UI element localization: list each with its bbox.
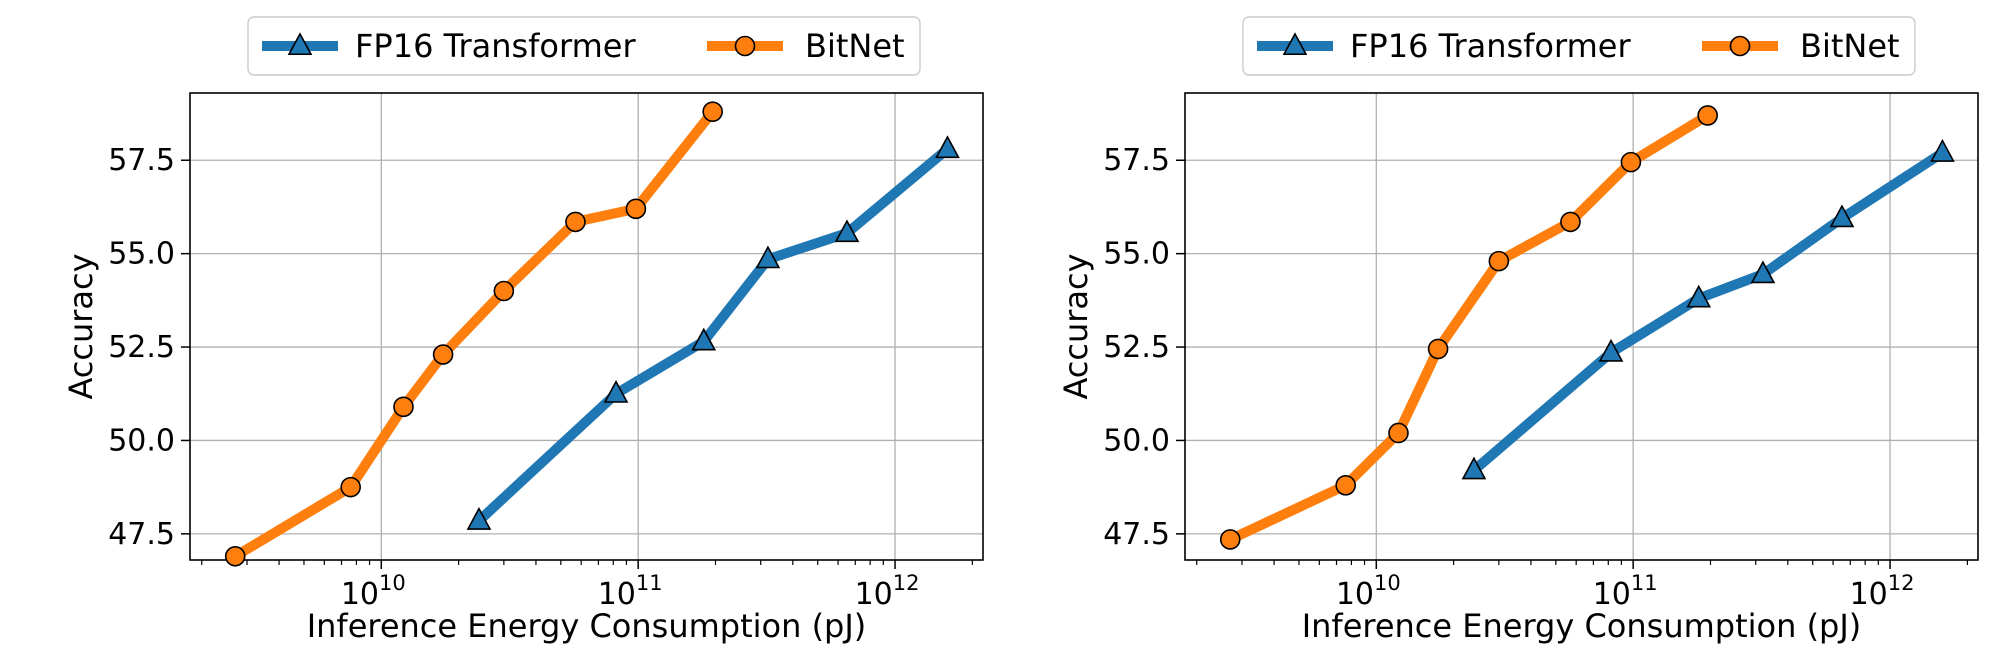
chart-0-point-fp16-transformer-3 [755, 245, 781, 269]
chart-0-minor-ticks [201, 560, 973, 565]
chart-right: 1010 1011 1012 47.5 50.0 52.5 55.0 57.5 Inferenc… [1057, 16, 1979, 645]
chart-0-point-bitnet-2 [393, 396, 414, 418]
chart-1-point-bitnet-1 [1335, 474, 1356, 496]
chart-0-xtick-label-0: 1010 [341, 571, 406, 612]
chart-0-ylabel: Accuracy [62, 253, 100, 399]
chart-1-ytick-label-3: 55.0 [1103, 237, 1170, 272]
chart-0-point-bitnet-7 [702, 101, 723, 122]
chart-1-point-bitnet-2 [1388, 422, 1409, 444]
chart-1-legend-marker-fp16-transformer [1282, 32, 1308, 56]
chart-0-grid [190, 93, 983, 560]
chart-0-xtick-label-2: 1012 [855, 571, 920, 612]
chart-1-point-fp16-transformer-2 [1686, 284, 1712, 308]
chart-1-series-fp16-transformer [1461, 138, 1955, 480]
chart-0-legend-item-fp16-transformer: FP16 Transformer [262, 27, 636, 65]
chart-1-point-fp16-transformer-5 [1930, 138, 1955, 162]
chart-1-legend-item-bitnet: BitNet [1702, 27, 1900, 65]
chart-1-xlabel: Inference Energy Consumption (pJ) [1302, 607, 1862, 645]
chart-0-legend-label-bitnet: BitNet [805, 27, 905, 65]
chart-1-line-fp16-transformer [1470, 148, 1946, 475]
chart-0-point-bitnet-1 [340, 476, 361, 498]
chart-1-legend-box [1242, 16, 1916, 76]
chart-0-legend-marker-fp16-transformer [287, 32, 313, 56]
chart-0-ytick-label-1: 50.0 [108, 423, 175, 458]
chart-1-point-fp16-transformer-0 [1461, 456, 1487, 480]
chart-0-line-bitnet [232, 108, 717, 561]
chart-0-legend-marker-bitnet [734, 35, 756, 57]
chart-0-point-fp16-transformer-4 [834, 219, 860, 243]
chart-0-series-fp16-transformer [466, 135, 960, 530]
chart-1-point-bitnet-7 [1697, 105, 1718, 126]
chart-1-point-bitnet-5 [1560, 211, 1581, 233]
chart-panel-left: 1010 1011 1012 47.5 50.0 52.5 55.0 57.5 Inferenc… [62, 16, 984, 645]
chart-1-point-fp16-transformer-4 [1829, 204, 1855, 228]
chart-0-point-fp16-transformer-0 [466, 506, 492, 530]
chart-0-ytick-label-0: 47.5 [108, 517, 175, 552]
chart-0-legend-label-fp16-transformer: FP16 Transformer [355, 27, 636, 65]
chart-1-xtick-label-2: 1012 [1850, 571, 1915, 612]
chart-1-line-bitnet [1228, 111, 1711, 544]
chart-1-plot-frame [1184, 92, 1979, 561]
chart-0-line-fp16-transformer [475, 145, 951, 525]
chart-1-series-bitnet [1219, 105, 1718, 550]
chart-0-plot-frame [189, 92, 984, 561]
chart-0-point-bitnet-0 [224, 545, 246, 567]
chart-0-point-fp16-transformer-5 [935, 135, 960, 159]
chart-1-legend: FP16 Transformer BitNet [1242, 16, 1916, 76]
chart-0-xlabel: Inference Energy Consumption (pJ) [307, 607, 867, 645]
chart-1-point-bitnet-3 [1427, 338, 1449, 360]
chart-1-point-bitnet-4 [1488, 250, 1510, 272]
chart-0-point-bitnet-5 [565, 211, 586, 233]
chart-0-point-bitnet-4 [493, 280, 515, 302]
chart-panel-right: 1010 1011 1012 47.5 50.0 52.5 55.0 57.5 Inferenc… [995, 0, 1990, 664]
chart-1-point-bitnet-0 [1219, 529, 1241, 550]
chart-1-ytick-label-0: 47.5 [1103, 517, 1170, 552]
chart-1-xtick-label-1: 1011 [1593, 571, 1658, 612]
chart-1-legend-label-fp16-transformer: FP16 Transformer [1350, 27, 1631, 65]
chart-0-ytick-label-3: 55.0 [108, 237, 175, 272]
chart-1-ytick-label-1: 50.0 [1103, 423, 1170, 458]
chart-1-xtick-label-0: 1010 [1336, 571, 1401, 612]
chart-0-xtick-label-1: 1011 [598, 571, 663, 612]
chart-1-minor-ticks [1196, 560, 1968, 565]
chart-1-ytick-label-2: 52.5 [1103, 330, 1170, 365]
chart-0-legend-item-bitnet: BitNet [707, 27, 905, 65]
chart-0-legend-box [247, 16, 921, 76]
chart-1-point-fp16-transformer-3 [1750, 260, 1776, 284]
chart-0-point-fp16-transformer-2 [691, 327, 717, 351]
chart-0-legend: FP16 Transformer BitNet [247, 16, 921, 76]
chart-1-legend-item-fp16-transformer: FP16 Transformer [1257, 27, 1631, 65]
chart-0-series-bitnet [224, 101, 723, 567]
chart-1-point-bitnet-6 [1620, 151, 1642, 173]
chart-1-ylabel: Accuracy [1057, 253, 1095, 399]
chart-1-point-fp16-transformer-1 [1598, 338, 1624, 362]
chart-0-point-fp16-transformer-1 [603, 379, 629, 403]
chart-1-grid [1185, 93, 1978, 560]
chart-0-point-bitnet-6 [625, 198, 647, 220]
chart-1-ytick-label-4: 57.5 [1103, 143, 1170, 178]
chart-left: 1010 1011 1012 47.5 50.0 52.5 55.0 57.5 Inferenc… [62, 16, 984, 645]
chart-1-legend-label-bitnet: BitNet [1800, 27, 1900, 65]
chart-0-ytick-label-2: 52.5 [108, 330, 175, 365]
chart-1-legend-marker-bitnet [1729, 35, 1751, 57]
chart-0-point-bitnet-3 [432, 344, 454, 365]
chart-0-ytick-label-4: 57.5 [108, 143, 175, 178]
